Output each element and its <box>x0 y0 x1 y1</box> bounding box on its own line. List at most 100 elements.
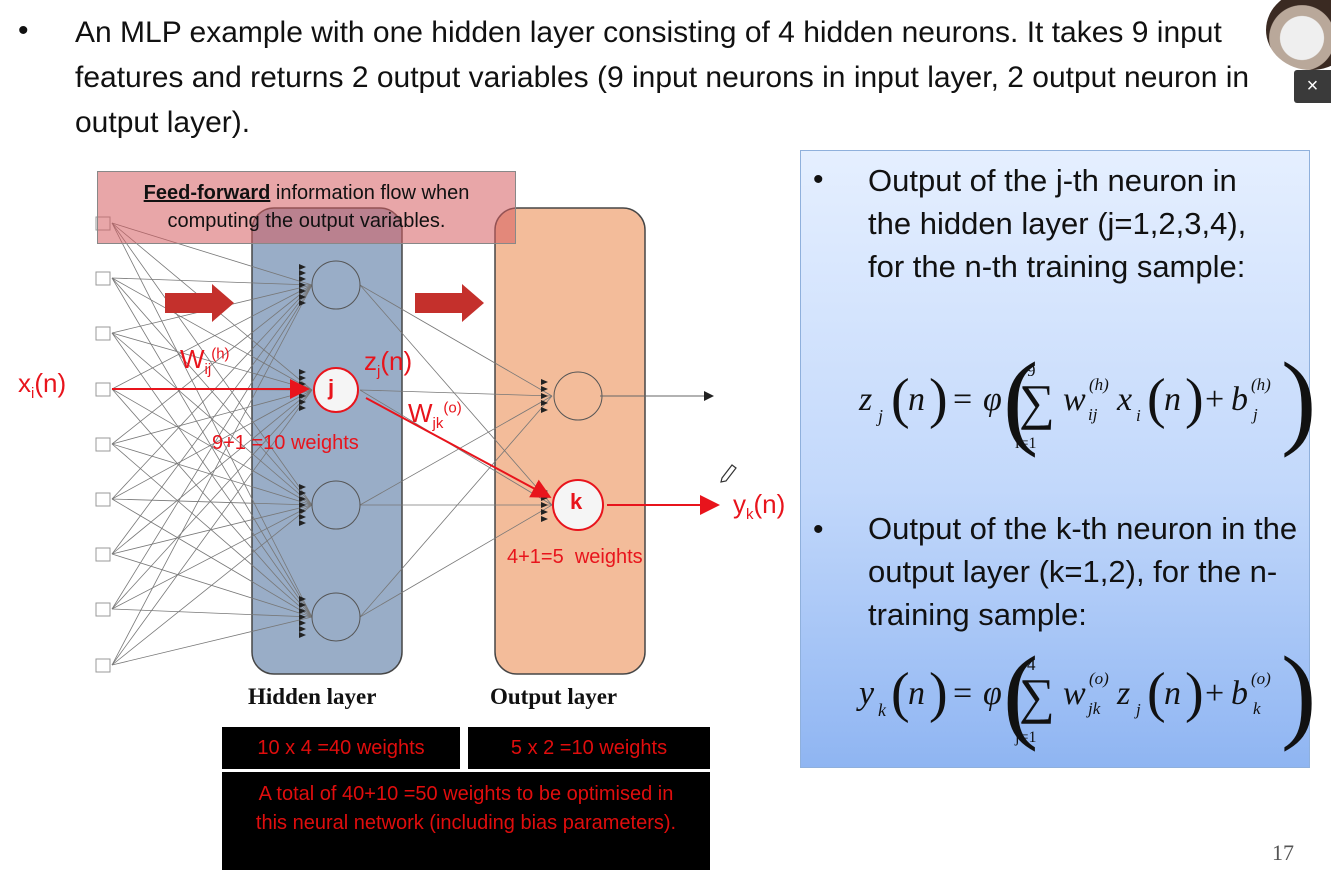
edge-arrowhead <box>299 270 306 276</box>
edge-in-7-0 <box>111 284 313 610</box>
edge-arrowhead <box>299 484 306 490</box>
j-to-k-arrow <box>365 397 552 498</box>
edge-in-1-1 <box>111 277 313 391</box>
input-hidden-edges <box>111 222 313 666</box>
input-label: xi(n) <box>18 368 67 403</box>
edge-in-7-3 <box>111 608 313 618</box>
edge-in-5-0 <box>111 284 313 500</box>
hidden-neuron-equation: z j ( n ) = φ ( 9 ∑ i=1 w (h) ij x i ( n… <box>859 341 1317 458</box>
edge-out-1-0 <box>359 389 553 397</box>
edge-arrowhead <box>299 514 306 520</box>
edge-arrowhead <box>299 399 306 405</box>
edge-in-8-1 <box>111 389 313 666</box>
edge-out-0-1 <box>359 284 553 506</box>
output-layer-title: Output layer <box>490 684 618 709</box>
output-layer-box <box>494 207 646 675</box>
edge-in-7-2 <box>111 504 313 610</box>
edge-in-5-3 <box>111 498 313 618</box>
edge-in-8-0 <box>111 284 313 666</box>
edge-out-0-0 <box>359 284 553 397</box>
output-neuron-k <box>552 479 604 531</box>
mlp-diagram <box>95 207 737 675</box>
edge-arrowhead <box>299 620 306 626</box>
edge-in-2-1 <box>111 332 313 391</box>
output-neuron-description: Output of the k-th neuron in the output … <box>868 511 1298 632</box>
edge-arrowhead <box>299 282 306 288</box>
panel-bullet-1: • <box>813 163 824 196</box>
edge-arrowhead <box>541 509 548 515</box>
edge-arrowhead <box>299 632 306 638</box>
edge-in-3-3 <box>111 388 313 618</box>
hidden-neuron <box>311 480 361 530</box>
edge-in-7-1 <box>111 389 313 610</box>
edge-in-3-0 <box>111 284 313 390</box>
edge-arrowhead <box>299 520 306 526</box>
weight-h-label: Wij(h) <box>180 344 230 379</box>
edge-arrowhead <box>299 369 306 375</box>
edge-arrowhead <box>541 502 548 508</box>
edge-arrowhead <box>541 393 548 399</box>
edge-arrowhead <box>299 288 306 294</box>
edge-in-6-0 <box>111 284 313 555</box>
page-number: 17 <box>1272 840 1294 865</box>
edge-arrowhead <box>299 608 306 614</box>
input-node <box>95 492 111 507</box>
feedforward-note: Feed-forward information flow when compu… <box>97 171 516 244</box>
close-button[interactable]: × <box>1294 70 1331 103</box>
edge-arrowhead <box>299 502 306 508</box>
flow-arrow-2 <box>415 284 484 322</box>
hidden-neuron-j <box>313 367 359 413</box>
feedforward-rest: information flow when computing the outp… <box>167 182 470 232</box>
edge-in-4-0 <box>111 284 313 445</box>
edge-out-2-0 <box>359 395 553 506</box>
edge-in-6-1 <box>111 389 313 555</box>
panel-bullet-2: • <box>813 513 824 546</box>
edge-in-8-2 <box>111 504 313 666</box>
input-node <box>95 326 111 341</box>
hidden-weights-note: 9+1 =10 weights <box>212 432 359 454</box>
edge-arrowhead <box>541 400 548 406</box>
input-node <box>95 547 111 562</box>
hidden-neuron <box>311 260 361 310</box>
edge-arrowhead <box>299 596 306 602</box>
edge-arrowhead <box>299 300 306 306</box>
edge-out-3-1 <box>359 504 553 618</box>
hidden-output-edges <box>359 284 553 618</box>
edge-arrowhead <box>541 386 548 392</box>
edge-in-5-2 <box>111 498 313 506</box>
hidden-output-description: Output of the j-th neuron in the hidden … <box>868 163 1247 284</box>
edge-arrowhead <box>299 264 306 270</box>
edge-arrowhead <box>299 405 306 411</box>
edge-arrowhead <box>299 490 306 496</box>
edge-arrowhead <box>541 379 548 385</box>
output-neuron-k-label: k <box>570 489 583 514</box>
input-node <box>95 437 111 452</box>
edge-arrowhead <box>299 508 306 514</box>
edge-in-5-1 <box>111 389 313 500</box>
intro-bullet: • <box>18 14 29 47</box>
edge-arrowhead <box>299 626 306 632</box>
edge-arrowhead <box>541 407 548 413</box>
equations-panel: • Output of the j-th neuron in the hidde… <box>800 150 1317 768</box>
output-label: yk(n) <box>733 489 786 524</box>
hidden-layer-title: Hidden layer <box>248 684 377 709</box>
edge-out-3-0 <box>359 395 553 618</box>
pencil-cursor-icon <box>720 464 737 483</box>
input-node <box>95 382 111 397</box>
intro-text: An MLP example with one hidden layer con… <box>75 16 1250 139</box>
edge-in-6-2 <box>111 504 313 555</box>
input-node <box>95 271 111 286</box>
output-total-box: 5 x 2 =10 weights <box>468 727 710 769</box>
feedforward-bold: Feed-forward <box>143 182 271 204</box>
hidden-neuron <box>311 592 361 642</box>
grand-total-box: A total of 40+10 =50 weights to be optim… <box>222 772 710 870</box>
edge-arrowhead <box>299 496 306 502</box>
output-neuron-equation: y k ( n ) = φ ( 4 ∑ j=1 w (o) jk z j ( n… <box>859 635 1317 752</box>
input-node <box>95 658 111 673</box>
edge-arrowhead <box>299 294 306 300</box>
z-label: zj(n) <box>364 346 413 381</box>
edge-arrowhead <box>299 614 306 620</box>
hidden-total-box: 10 x 4 =40 weights <box>222 727 460 769</box>
network-nodes <box>95 216 603 673</box>
edge-in-4-1 <box>111 389 313 445</box>
